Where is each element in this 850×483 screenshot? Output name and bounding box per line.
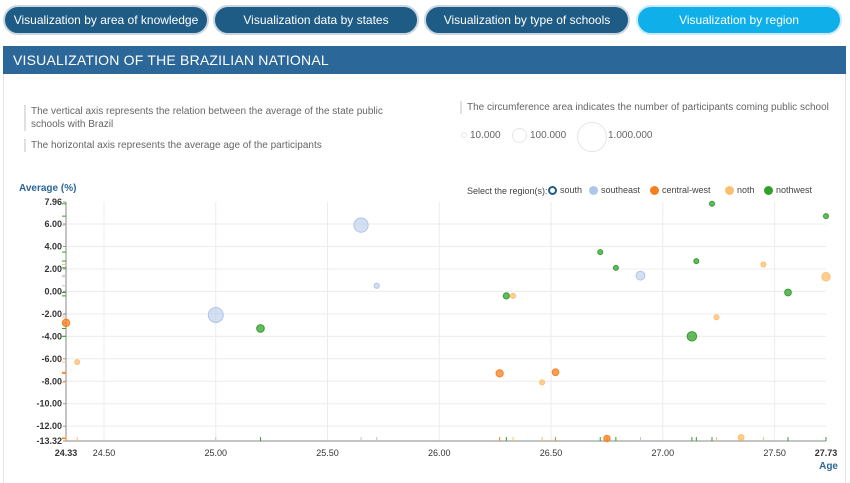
tab-by-region[interactable]: Visualization by region — [636, 5, 842, 35]
legend-label-nothwest: nothwest — [776, 185, 813, 195]
data-point-nothwest — [612, 264, 619, 271]
legend-item-south[interactable]: south — [548, 185, 582, 195]
y-tick-label: -10.00 — [36, 399, 62, 409]
y-tick-label: 2.00 — [44, 264, 62, 274]
x-axis-title: Age — [819, 461, 838, 472]
y-tick-label: -12.00 — [36, 421, 62, 431]
legend-item-noth[interactable]: noth — [725, 185, 755, 195]
size-circle-large — [577, 122, 607, 152]
data-point-noth — [737, 434, 745, 441]
data-point-nothwest — [709, 200, 715, 207]
x-tick-label: 27.50 — [763, 448, 786, 458]
horizontal-axis-note: The horizontal axis represents the avera… — [24, 139, 384, 152]
y-tick-label: -2.00 — [41, 309, 62, 319]
legend-item-nothwest[interactable]: nothwest — [764, 185, 812, 195]
legend-label-southeast: southeast — [601, 185, 641, 195]
data-point-nothwest — [502, 292, 510, 300]
x-tick-label: 27.73 — [815, 448, 838, 458]
data-point-nothwest — [256, 324, 265, 333]
size-label-medium: 100.000 — [530, 130, 567, 141]
tab-data-by-states[interactable]: Visualization data by states — [213, 5, 419, 35]
y-tick-label: -6.00 — [41, 354, 62, 364]
legend-item-southeast[interactable]: southeast — [589, 185, 640, 195]
data-point-nothwest — [693, 258, 700, 265]
x-tick-label: 25.00 — [204, 448, 227, 458]
data-point-nothwest — [823, 213, 829, 220]
legend-item-central-west[interactable]: central-west — [650, 185, 711, 195]
legend-label-south: south — [560, 185, 583, 195]
y-tick-label: -4.00 — [41, 331, 62, 341]
y-tick-label: 0.00 — [44, 286, 62, 296]
legend-label-noth: noth — [737, 185, 755, 195]
central-west-dot-icon — [650, 185, 659, 195]
data-point-nothwest — [686, 331, 698, 342]
x-tick-label: 26.00 — [428, 448, 451, 458]
x-tick-label: 26.50 — [540, 448, 563, 458]
nothwest-dot-icon — [764, 185, 773, 195]
data-point-noth — [713, 314, 720, 321]
data-point-central-west — [603, 434, 611, 443]
x-tick-label: 25.50 — [316, 448, 339, 458]
noth-dot-icon — [725, 185, 734, 195]
southeast-dot-icon — [589, 185, 598, 195]
data-point-nothwest — [597, 249, 604, 256]
data-point-noth — [760, 261, 767, 268]
size-label-large: 1.000.000 — [608, 130, 653, 141]
legend-label-central-west: central-west — [662, 185, 711, 195]
y-axis-title: Average (%) — [19, 183, 76, 194]
y-tick-label: -13.32 — [36, 436, 62, 446]
y-tick-label: 7.96 — [44, 197, 62, 207]
data-point-central-west — [61, 318, 71, 328]
data-point-noth — [74, 359, 81, 366]
chart-panel — [3, 74, 846, 483]
data-point-noth — [510, 292, 517, 299]
tab-type-of-schools[interactable]: Visualization by type of schools — [424, 5, 630, 35]
data-point-southeast — [207, 306, 224, 323]
data-point-central-west — [551, 368, 560, 377]
tab-bar: Visualization by area of knowledge Visua… — [0, 0, 850, 44]
tab-area-of-knowledge[interactable]: Visualization by area of knowledge — [3, 5, 209, 35]
legend-prompt: Select the region(s): — [467, 186, 548, 196]
size-circle-small — [461, 132, 467, 138]
vertical-axis-note: The vertical axis represents the relatio… — [24, 105, 384, 131]
data-point-central-west — [495, 369, 504, 378]
circumference-note: The circumference area indicates the num… — [460, 101, 840, 114]
x-tick-label: 27.00 — [652, 448, 675, 458]
x-tick-label: 24.50 — [93, 448, 116, 458]
size-label-small: 10.000 — [470, 130, 501, 141]
data-point-southeast — [373, 282, 380, 289]
south-dot-icon — [548, 185, 557, 195]
y-tick-label: -8.00 — [41, 376, 62, 386]
data-point-southeast — [635, 270, 646, 281]
data-point-nothwest — [784, 288, 792, 297]
size-circle-medium — [512, 128, 527, 143]
data-point-southeast — [353, 217, 369, 233]
data-point-noth — [539, 379, 546, 386]
y-tick-label: 4.00 — [44, 241, 62, 251]
page-title: VISUALIZATION OF THE BRAZILIAN NATIONAL — [3, 46, 846, 74]
x-tick-label: 24.33 — [55, 448, 78, 458]
data-point-noth — [821, 272, 831, 282]
y-tick-label: 6.00 — [44, 219, 62, 229]
